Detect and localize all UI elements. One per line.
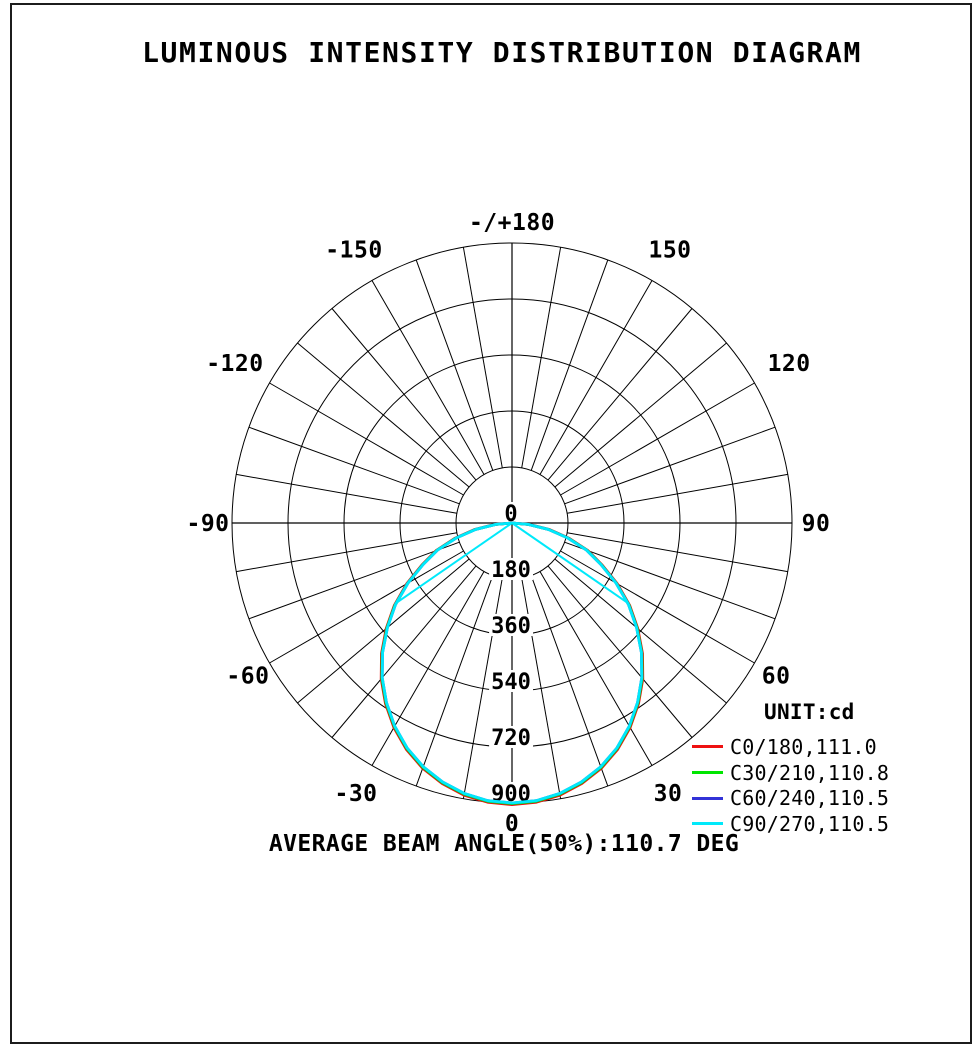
polar-grid-spoke bbox=[554, 342, 727, 488]
legend-item: C30/210,110.8 bbox=[692, 760, 889, 786]
legend-swatch bbox=[692, 745, 723, 749]
unit-label: UNIT:cd bbox=[764, 700, 855, 724]
polar-grid-spoke bbox=[236, 532, 457, 573]
legend-swatch bbox=[692, 822, 723, 826]
radial-tick-label: 360 bbox=[491, 614, 531, 639]
radial-tick-label: 720 bbox=[491, 726, 531, 751]
legend-swatch bbox=[692, 771, 723, 775]
polar-grid-spoke bbox=[567, 532, 788, 573]
polar-grid-spoke bbox=[415, 259, 494, 471]
legend-item-label: C0/180,111.0 bbox=[730, 734, 877, 759]
polar-grid-spoke bbox=[547, 565, 693, 738]
angle-label: -30 bbox=[334, 781, 377, 807]
polar-grid-spoke bbox=[564, 426, 776, 505]
polar-grid-spoke bbox=[564, 541, 776, 620]
page-border bbox=[10, 3, 972, 1044]
legend-item: C90/270,110.5 bbox=[692, 811, 889, 837]
polar-grid-spoke bbox=[521, 247, 562, 468]
legend-items: C0/180,111.0 C30/210,110.8 C60/240,110.5 C9… bbox=[692, 734, 889, 837]
angle-label: -60 bbox=[226, 664, 269, 690]
polar-grid-spoke bbox=[530, 575, 609, 787]
polar-grid-spoke bbox=[539, 571, 653, 766]
beam-angle-indicator-line bbox=[396, 522, 513, 604]
polar-grid-spoke bbox=[371, 280, 485, 475]
radial-tick-label: 540 bbox=[491, 670, 531, 695]
polar-grid-spoke bbox=[297, 342, 470, 488]
radial-label-bg bbox=[502, 502, 520, 524]
average-beam-angle-text: AVERAGE BEAM ANGLE(50%):110.7 DEG bbox=[268, 831, 740, 857]
polar-grid-spoke bbox=[567, 473, 788, 514]
angle-label: 30 bbox=[654, 781, 683, 807]
radial-label-bg bbox=[489, 726, 533, 748]
legend-item: C60/240,110.5 bbox=[692, 785, 889, 811]
radial-label-bg bbox=[489, 670, 533, 692]
radial-label-bg bbox=[489, 558, 533, 580]
polar-grid-spoke bbox=[269, 550, 464, 664]
angle-label: 120 bbox=[768, 351, 811, 377]
polar-grid-spoke bbox=[297, 558, 470, 704]
angle-label: 90 bbox=[802, 511, 831, 537]
angle-label: -150 bbox=[325, 237, 382, 263]
angle-label: 150 bbox=[648, 237, 691, 263]
angle-label: -/+180 bbox=[469, 210, 555, 236]
legend-item: C0/180,111.0 bbox=[692, 734, 889, 760]
curve-c90-270 bbox=[380, 521, 644, 805]
radial-label-bg bbox=[489, 782, 533, 804]
polar-grid-spoke bbox=[331, 308, 477, 481]
angle-label: 0 bbox=[505, 811, 519, 837]
legend-item-label: C60/240,110.5 bbox=[730, 786, 890, 811]
angle-label: -120 bbox=[206, 351, 263, 377]
angle-label: -90 bbox=[186, 511, 229, 537]
polar-grid-spoke bbox=[554, 558, 727, 704]
polar-grid-spoke bbox=[539, 280, 653, 475]
polar-grid-spoke bbox=[248, 426, 460, 505]
polar-grid-spoke bbox=[560, 382, 755, 496]
legend-swatch bbox=[692, 796, 723, 800]
polar-grid-spoke bbox=[415, 575, 494, 787]
page-title: LUMINOUS INTENSITY DISTRIBUTION DIAGRAM bbox=[142, 36, 862, 69]
legend-item-label: C30/210,110.8 bbox=[730, 760, 890, 785]
polar-grid-spoke bbox=[248, 541, 460, 620]
polar-grid-spoke bbox=[269, 382, 464, 496]
polar-grid-spoke bbox=[331, 565, 477, 738]
polar-grid-spoke bbox=[530, 259, 609, 471]
polar-grid-spoke bbox=[560, 550, 755, 664]
legend-item-label: C90/270,110.5 bbox=[730, 811, 890, 836]
radial-tick-label: 180 bbox=[491, 558, 531, 583]
angle-label: 60 bbox=[762, 664, 791, 690]
polar-grid-spoke bbox=[371, 571, 485, 766]
polar-grid-spoke bbox=[462, 247, 503, 468]
polar-grid-spoke bbox=[547, 308, 693, 481]
polar-grid-spoke bbox=[236, 473, 457, 514]
beam-angle-indicator-line bbox=[511, 522, 628, 604]
radial-label-bg bbox=[489, 614, 533, 636]
radial-tick-label: 0 bbox=[504, 502, 517, 527]
